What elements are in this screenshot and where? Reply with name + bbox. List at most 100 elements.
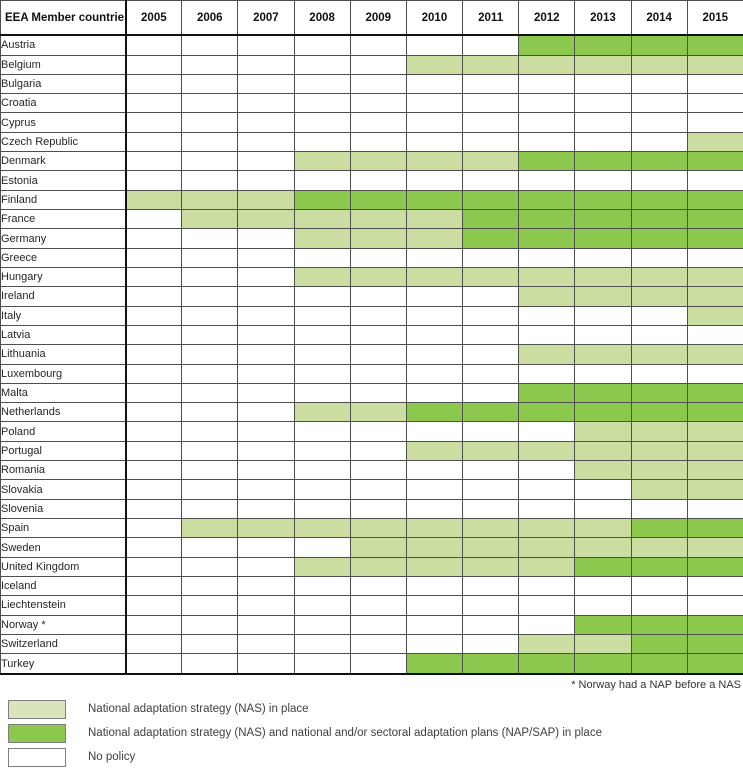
policy-cell xyxy=(405,324,464,346)
policy-cell xyxy=(405,73,464,95)
policy-cell xyxy=(293,209,351,230)
policy-cell xyxy=(181,633,239,655)
policy-cell xyxy=(124,556,183,577)
country-label: Spain xyxy=(0,518,127,539)
policy-cell xyxy=(518,228,576,249)
policy-cell xyxy=(462,556,520,577)
table-row: Malta xyxy=(0,382,743,404)
policy-cell xyxy=(124,498,183,520)
table-row: Poland xyxy=(0,421,743,442)
policy-cell xyxy=(630,595,688,616)
policy-cell xyxy=(237,305,295,326)
country-label: France xyxy=(0,209,127,230)
policy-cell xyxy=(686,614,743,635)
policy-cell xyxy=(124,595,183,616)
policy-cell xyxy=(349,479,407,500)
policy-cell xyxy=(237,344,295,365)
table-row: Austria xyxy=(0,34,743,56)
policy-cell xyxy=(630,382,688,404)
policy-cell xyxy=(349,209,407,230)
policy-cell xyxy=(124,189,183,211)
policy-cell xyxy=(574,266,632,288)
policy-cell xyxy=(124,34,183,56)
table-row: Greece xyxy=(0,247,743,268)
policy-cell xyxy=(574,363,632,384)
country-label: Belgium xyxy=(0,54,127,75)
policy-cell xyxy=(686,93,743,114)
policy-cell xyxy=(686,305,743,326)
policy-cell xyxy=(237,498,295,520)
policy-cell xyxy=(237,575,295,597)
policy-cell xyxy=(574,209,632,230)
policy-cell xyxy=(237,614,295,635)
policy-cell xyxy=(293,498,351,520)
policy-cell xyxy=(574,460,632,481)
policy-cell xyxy=(181,266,239,288)
policy-cell xyxy=(630,498,688,520)
table-row: Luxembourg xyxy=(0,363,743,384)
policy-cell xyxy=(349,286,407,307)
policy-cell xyxy=(518,247,576,268)
policy-cell xyxy=(349,518,407,539)
policy-cell xyxy=(181,614,239,635)
policy-cell xyxy=(124,440,183,462)
policy-cell xyxy=(574,633,632,655)
policy-cell xyxy=(293,73,351,95)
table-row: Czech Republic xyxy=(0,131,743,153)
policy-cell xyxy=(349,421,407,442)
legend-item-nas-nap: National adaptation strategy (NAS) and n… xyxy=(8,724,738,743)
policy-cell xyxy=(518,286,576,307)
policy-cell xyxy=(686,633,743,655)
country-label: Greece xyxy=(0,247,127,268)
policy-cell xyxy=(462,595,520,616)
policy-cell xyxy=(462,537,520,558)
policy-cell xyxy=(237,440,295,462)
policy-cell xyxy=(124,344,183,365)
policy-cell xyxy=(405,460,464,481)
country-label: Bulgaria xyxy=(0,73,127,95)
policy-cell xyxy=(405,421,464,442)
policy-cell xyxy=(237,228,295,249)
policy-cell xyxy=(181,170,239,191)
policy-cell xyxy=(293,518,351,539)
policy-cell xyxy=(405,286,464,307)
policy-cell xyxy=(293,421,351,442)
policy-cell xyxy=(686,421,743,442)
policy-cell xyxy=(574,479,632,500)
policy-cell xyxy=(405,228,464,249)
country-label: Romania xyxy=(0,460,127,481)
table-row: Slovenia xyxy=(0,498,743,520)
policy-cell xyxy=(237,73,295,95)
policy-cell xyxy=(686,247,743,268)
year-header-2014: 2014 xyxy=(630,0,688,36)
country-label: Finland xyxy=(0,189,127,211)
policy-cell xyxy=(630,556,688,577)
policy-cell xyxy=(181,479,239,500)
policy-cell xyxy=(462,344,520,365)
year-header-2013: 2013 xyxy=(574,0,632,36)
table-row: Latvia xyxy=(0,324,743,346)
policy-cell xyxy=(462,170,520,191)
country-label: Sweden xyxy=(0,537,127,558)
policy-cell xyxy=(462,189,520,211)
policy-cell xyxy=(237,286,295,307)
year-header-2015: 2015 xyxy=(686,0,743,36)
policy-cell xyxy=(124,633,183,655)
policy-cell xyxy=(349,305,407,326)
policy-cell xyxy=(237,595,295,616)
policy-cell xyxy=(124,575,183,597)
policy-cell xyxy=(462,151,520,172)
policy-cell xyxy=(349,498,407,520)
policy-cell xyxy=(293,363,351,384)
policy-cell xyxy=(574,653,632,676)
policy-cell xyxy=(181,518,239,539)
policy-cell xyxy=(124,653,183,676)
policy-cell xyxy=(405,537,464,558)
policy-cell xyxy=(405,382,464,404)
policy-cell xyxy=(124,112,183,133)
policy-cell xyxy=(462,93,520,114)
policy-cell xyxy=(237,247,295,268)
policy-cell xyxy=(686,151,743,172)
policy-cell xyxy=(124,151,183,172)
country-label: United Kingdom xyxy=(0,556,127,577)
